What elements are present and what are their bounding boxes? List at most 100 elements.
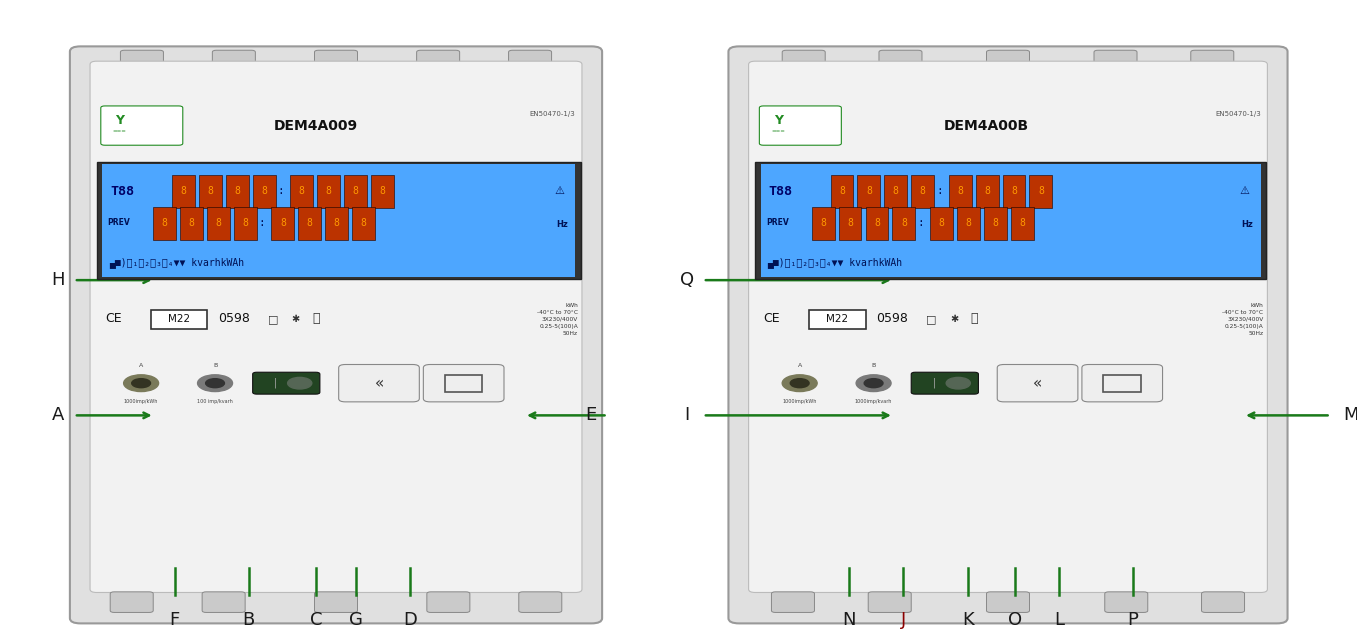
FancyBboxPatch shape (1082, 365, 1163, 402)
FancyBboxPatch shape (90, 61, 582, 592)
Text: 8: 8 (992, 218, 999, 229)
Text: M22: M22 (168, 314, 190, 324)
Text: N: N (843, 611, 856, 629)
Text: F: F (170, 611, 180, 629)
Text: 8: 8 (216, 218, 221, 229)
FancyBboxPatch shape (202, 592, 246, 612)
FancyBboxPatch shape (782, 50, 825, 75)
Bar (351, 207, 375, 240)
Text: Y: Y (773, 114, 783, 127)
Text: 1000imp/kWh: 1000imp/kWh (783, 399, 817, 404)
Bar (893, 207, 915, 240)
Text: I: I (684, 406, 689, 424)
Text: |: | (274, 378, 277, 388)
Circle shape (946, 377, 970, 389)
Text: B: B (213, 363, 217, 368)
Text: □: □ (925, 314, 936, 324)
Text: K: K (962, 611, 973, 629)
Bar (811, 207, 835, 240)
Text: Ⓑ: Ⓑ (970, 312, 978, 325)
Text: «: « (375, 375, 384, 391)
Text: L: L (1054, 611, 1064, 629)
Bar (180, 207, 204, 240)
Text: C: C (309, 611, 322, 629)
Bar (984, 207, 1007, 240)
Text: :: : (917, 218, 924, 229)
Text: ⚠: ⚠ (1239, 186, 1250, 196)
Circle shape (123, 375, 159, 392)
Text: 8: 8 (380, 186, 385, 196)
Text: H: H (52, 271, 65, 289)
Bar (949, 175, 972, 208)
Text: M22: M22 (826, 314, 848, 324)
FancyBboxPatch shape (509, 50, 551, 75)
Circle shape (132, 379, 151, 388)
Text: 8: 8 (965, 218, 972, 229)
FancyBboxPatch shape (427, 592, 470, 612)
Text: ▄■)Ⓣ₁Ⓣ₂Ⓣ₃Ⓣ₄▼▼ kvarhkWAh: ▄■)Ⓣ₁Ⓣ₂Ⓣ₃Ⓣ₄▼▼ kvarhkWAh (109, 258, 244, 268)
Circle shape (790, 379, 809, 388)
Text: Hz: Hz (1242, 220, 1253, 229)
FancyBboxPatch shape (100, 106, 183, 145)
Text: A: A (798, 363, 802, 368)
Bar (153, 207, 176, 240)
Text: E: E (586, 406, 597, 424)
Text: 8: 8 (353, 186, 358, 196)
Text: DEM4A00B: DEM4A00B (944, 118, 1029, 133)
Text: PREV: PREV (107, 218, 130, 227)
FancyBboxPatch shape (252, 372, 320, 394)
Bar (102, 164, 575, 277)
FancyBboxPatch shape (760, 106, 841, 145)
FancyBboxPatch shape (1094, 50, 1137, 75)
Text: 8: 8 (334, 218, 339, 229)
Text: EN50470-1/3: EN50470-1/3 (1215, 111, 1261, 117)
FancyBboxPatch shape (417, 50, 460, 75)
Text: 8: 8 (361, 218, 366, 229)
Text: P: P (1128, 611, 1139, 629)
FancyBboxPatch shape (121, 50, 163, 75)
Text: 8: 8 (1011, 186, 1016, 196)
Text: Hz: Hz (556, 220, 567, 229)
Bar (858, 175, 881, 208)
Text: 8: 8 (984, 186, 991, 196)
Text: Ⓑ: Ⓑ (312, 312, 320, 325)
Text: 8: 8 (326, 186, 331, 196)
Text: 8: 8 (839, 186, 845, 196)
FancyBboxPatch shape (729, 46, 1288, 623)
Circle shape (206, 379, 224, 388)
Bar (761, 164, 1261, 277)
Text: ✱: ✱ (950, 314, 958, 324)
Text: 8: 8 (893, 186, 898, 196)
FancyBboxPatch shape (423, 365, 503, 402)
Bar (809, 310, 866, 329)
Text: 8: 8 (161, 218, 167, 229)
Text: 8: 8 (299, 186, 305, 196)
Text: 8: 8 (307, 218, 312, 229)
Text: kWh
-40°C to 70°C
3X230/400V
0.25-5(100)A
50Hz: kWh -40°C to 70°C 3X230/400V 0.25-5(100)… (1223, 303, 1263, 336)
Text: 8: 8 (874, 218, 879, 229)
FancyBboxPatch shape (71, 46, 603, 623)
Bar (96, 162, 581, 279)
Text: G: G (349, 611, 364, 629)
FancyBboxPatch shape (879, 50, 921, 75)
Text: 0598: 0598 (877, 312, 908, 325)
Text: ⚠: ⚠ (554, 186, 565, 196)
Text: Y: Y (115, 114, 123, 127)
Bar (233, 207, 256, 240)
Bar (208, 207, 229, 240)
FancyBboxPatch shape (1105, 592, 1148, 612)
Bar (172, 175, 195, 208)
FancyBboxPatch shape (868, 592, 912, 612)
Bar (930, 207, 953, 240)
Text: CE: CE (764, 312, 780, 325)
Text: 100 imp/kvarh: 100 imp/kvarh (197, 399, 233, 404)
FancyBboxPatch shape (315, 592, 357, 612)
FancyBboxPatch shape (339, 365, 419, 402)
Bar (252, 175, 275, 208)
Text: 8: 8 (866, 186, 871, 196)
Text: 8: 8 (243, 218, 248, 229)
FancyBboxPatch shape (771, 592, 814, 612)
Bar (199, 175, 221, 208)
Text: :: : (259, 218, 266, 229)
Text: PREV: PREV (767, 218, 788, 227)
